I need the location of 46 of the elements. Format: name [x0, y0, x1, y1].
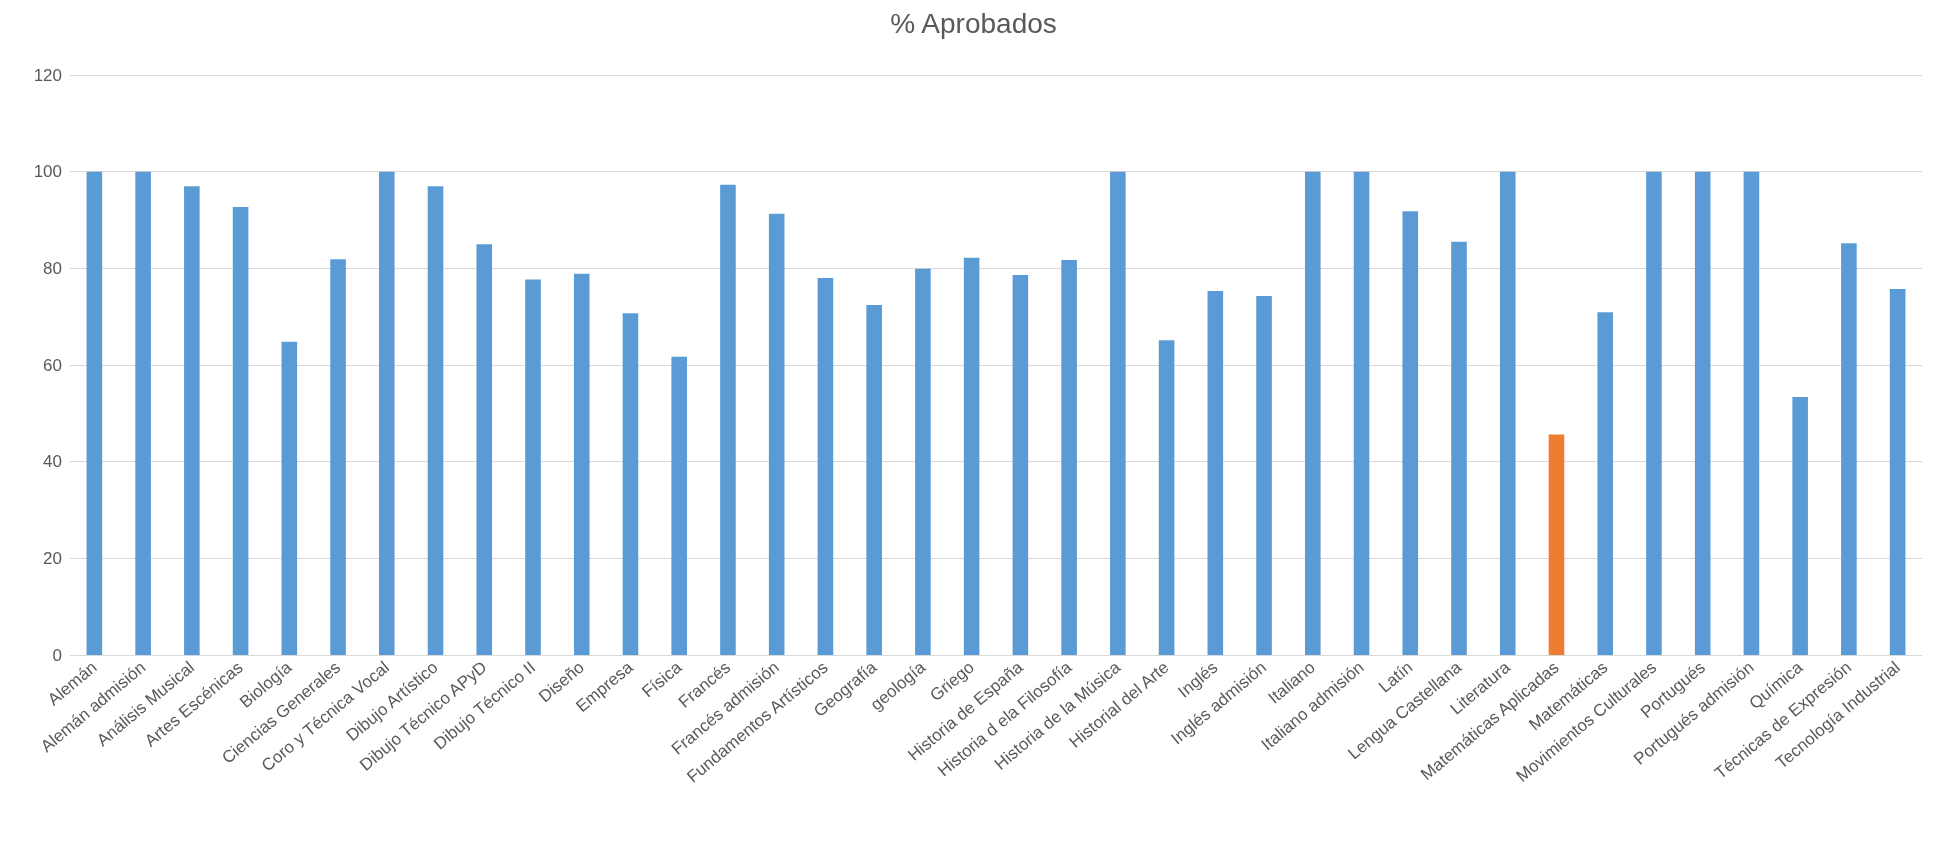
- chart-title: % Aprobados: [890, 7, 1057, 39]
- bar: [915, 268, 931, 655]
- bar: [1256, 295, 1272, 655]
- bar: [768, 213, 785, 655]
- bar: [1597, 312, 1614, 655]
- bar: [1792, 396, 1808, 655]
- bar: [671, 356, 688, 655]
- bar: [1110, 171, 1126, 655]
- bar: [232, 206, 249, 655]
- bar: [866, 305, 882, 655]
- bar: [720, 184, 736, 655]
- bar: [1304, 171, 1321, 655]
- y-tick-label: 120: [33, 65, 62, 85]
- y-tick-label: 0: [52, 645, 62, 665]
- bar: [1207, 291, 1224, 655]
- bar: [378, 171, 395, 655]
- bar: [622, 313, 639, 655]
- bar: [1158, 340, 1175, 655]
- bar: [1402, 211, 1419, 655]
- bar: [1548, 434, 1565, 655]
- y-tick-label: 60: [43, 355, 62, 375]
- bar: [1499, 171, 1516, 655]
- y-tick-label: 20: [43, 548, 62, 568]
- bar: [330, 259, 346, 655]
- y-tick-label: 100: [33, 162, 62, 182]
- bar: [476, 244, 493, 655]
- bar: [281, 341, 298, 655]
- y-tick-label: 40: [43, 452, 62, 472]
- bar: [86, 171, 103, 655]
- bar: [1743, 171, 1760, 655]
- bar: [1646, 171, 1662, 655]
- bar: [1353, 171, 1370, 655]
- bar: [1841, 243, 1857, 655]
- bar: [1694, 171, 1711, 655]
- bar: [817, 278, 834, 655]
- bar: [135, 171, 151, 655]
- bar: [184, 186, 200, 655]
- bar: [427, 186, 444, 655]
- bar: [1889, 289, 1906, 655]
- bar: [963, 257, 980, 655]
- bar: [525, 279, 541, 655]
- bar: [1061, 260, 1077, 655]
- bar: [1012, 275, 1029, 655]
- bar: [573, 273, 590, 655]
- bar: [1451, 241, 1467, 655]
- y-tick-label: 80: [43, 258, 62, 278]
